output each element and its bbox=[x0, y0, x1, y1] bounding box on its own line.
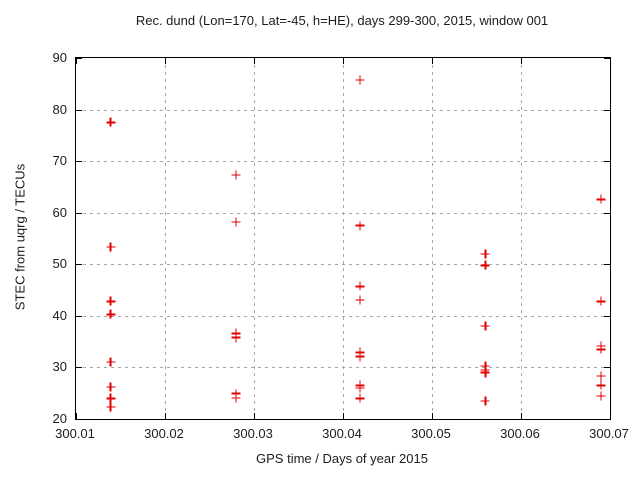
x-tick-mark bbox=[432, 413, 433, 419]
y-tick-mark bbox=[604, 110, 610, 111]
y-tick-mark bbox=[604, 419, 610, 420]
data-point-marker bbox=[480, 368, 490, 378]
y-tick-label: 40 bbox=[52, 308, 67, 323]
y-axis-title: STEC from uqrg / TECUs bbox=[12, 163, 28, 311]
x-tick-mark bbox=[521, 413, 522, 419]
data-point-marker bbox=[106, 393, 116, 403]
x-tick-mark bbox=[610, 413, 611, 419]
data-point-marker bbox=[596, 194, 606, 204]
y-tick-mark bbox=[604, 58, 610, 59]
x-tick-label: 300.07 bbox=[589, 426, 629, 441]
gridline-vertical bbox=[343, 58, 344, 419]
y-tick-mark bbox=[76, 213, 82, 214]
y-tick-mark bbox=[76, 110, 82, 111]
x-tick-mark bbox=[343, 58, 344, 64]
data-point-marker bbox=[106, 357, 116, 367]
x-tick-mark bbox=[343, 413, 344, 419]
y-tick-label: 70 bbox=[52, 153, 67, 168]
y-tick-label: 60 bbox=[52, 205, 67, 220]
x-tick-mark bbox=[432, 58, 433, 64]
y-tick-mark bbox=[76, 264, 82, 265]
x-tick-mark bbox=[165, 58, 166, 64]
y-tick-label: 50 bbox=[52, 256, 67, 271]
x-tick-mark bbox=[610, 58, 611, 64]
data-point-marker bbox=[355, 352, 365, 362]
data-point-marker bbox=[106, 402, 116, 412]
data-point-marker bbox=[596, 296, 606, 306]
y-tick-mark bbox=[76, 367, 82, 368]
data-point-marker bbox=[355, 75, 365, 85]
y-tick-mark bbox=[604, 367, 610, 368]
data-point-marker bbox=[106, 309, 116, 319]
y-tick-mark bbox=[604, 161, 610, 162]
data-point-marker bbox=[106, 242, 116, 252]
gridline-vertical bbox=[254, 58, 255, 419]
y-tick-label: 80 bbox=[52, 102, 67, 117]
plot-area bbox=[75, 57, 611, 420]
y-tick-mark bbox=[604, 213, 610, 214]
x-tick-mark bbox=[254, 413, 255, 419]
data-point-marker bbox=[355, 393, 365, 403]
gridline-vertical bbox=[165, 58, 166, 419]
data-point-marker bbox=[106, 382, 116, 392]
data-point-marker bbox=[596, 344, 606, 354]
y-tick-mark bbox=[76, 161, 82, 162]
y-tick-label: 20 bbox=[52, 411, 67, 426]
data-point-marker bbox=[596, 391, 606, 401]
y-tick-label: 30 bbox=[52, 359, 67, 374]
data-point-marker bbox=[231, 333, 241, 343]
data-point-marker bbox=[480, 396, 490, 406]
data-point-marker bbox=[480, 260, 490, 270]
x-tick-mark bbox=[76, 413, 77, 419]
data-point-marker bbox=[355, 383, 365, 393]
data-point-marker bbox=[480, 321, 490, 331]
y-tick-mark bbox=[76, 419, 82, 420]
x-tick-label: 300.06 bbox=[500, 426, 540, 441]
gridline-vertical bbox=[521, 58, 522, 419]
data-point-marker bbox=[231, 170, 241, 180]
x-tick-mark bbox=[521, 58, 522, 64]
x-tick-label: 300.04 bbox=[322, 426, 362, 441]
data-point-marker bbox=[355, 221, 365, 231]
x-tick-label: 300.02 bbox=[144, 426, 184, 441]
x-tick-mark bbox=[165, 413, 166, 419]
x-tick-label: 300.05 bbox=[411, 426, 451, 441]
y-tick-label: 90 bbox=[52, 50, 67, 65]
data-point-marker bbox=[106, 117, 116, 127]
data-point-marker bbox=[231, 393, 241, 403]
x-tick-mark bbox=[254, 58, 255, 64]
data-point-marker bbox=[106, 296, 116, 306]
data-point-marker bbox=[480, 249, 490, 259]
y-tick-mark bbox=[76, 58, 82, 59]
data-point-marker bbox=[231, 217, 241, 227]
chart-title: Rec. dund (Lon=170, Lat=-45, h=HE), days… bbox=[135, 13, 549, 28]
data-point-marker bbox=[596, 380, 606, 390]
data-point-marker bbox=[355, 295, 365, 305]
y-tick-mark bbox=[604, 316, 610, 317]
x-tick-mark bbox=[76, 58, 77, 64]
data-point-marker bbox=[355, 281, 365, 291]
x-axis-title: GPS time / Days of year 2015 bbox=[256, 451, 428, 466]
x-tick-label: 300.03 bbox=[233, 426, 273, 441]
data-point-marker bbox=[596, 371, 606, 381]
y-tick-mark bbox=[76, 316, 82, 317]
x-tick-label: 300.01 bbox=[55, 426, 95, 441]
y-tick-mark bbox=[604, 264, 610, 265]
gridline-vertical bbox=[432, 58, 433, 419]
